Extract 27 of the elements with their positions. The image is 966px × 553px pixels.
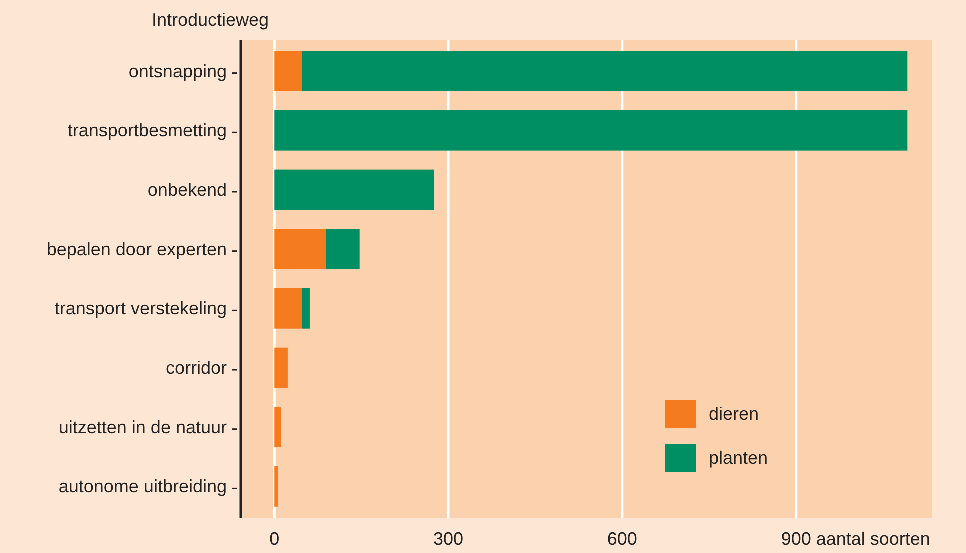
bar xyxy=(274,110,908,151)
bar xyxy=(274,466,278,507)
y-tick-label: corridor xyxy=(166,358,228,378)
bar xyxy=(274,229,326,270)
bar xyxy=(274,288,302,329)
bar xyxy=(302,288,310,329)
bar xyxy=(274,170,434,210)
bar xyxy=(302,51,908,92)
bar xyxy=(274,51,302,92)
y-tick-label: transport verstekeling xyxy=(54,298,227,319)
x-tick-label: 900 xyxy=(781,529,812,549)
y-tick-label: onbekend xyxy=(148,180,227,200)
legend-label: planten xyxy=(709,448,768,468)
x-tick-label: 300 xyxy=(434,529,464,549)
bar xyxy=(274,407,281,448)
y-tick-label: uitzetten in de natuur xyxy=(58,417,227,438)
y-tick-label: transportbesmetting xyxy=(68,120,227,141)
y-tick-label: bepalen door experten xyxy=(46,239,227,260)
y-axis-title: Introductieweg xyxy=(152,10,270,30)
x-tick-label: 0 xyxy=(270,529,280,549)
bar xyxy=(274,348,288,388)
bar xyxy=(326,229,360,270)
x-axis-title: aantal soorten xyxy=(816,529,930,549)
x-tick-label: 600 xyxy=(607,529,638,549)
y-tick-label: autonome uitbreiding xyxy=(58,476,227,497)
legend-label: dieren xyxy=(709,404,760,424)
y-tick-label: ontsnapping xyxy=(128,61,227,82)
